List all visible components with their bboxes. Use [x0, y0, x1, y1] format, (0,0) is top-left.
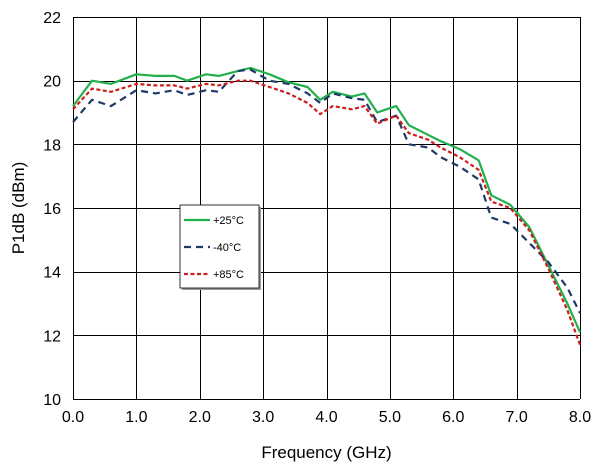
y-tick-label: 20 — [43, 74, 61, 91]
y-tick-label: 22 — [43, 10, 61, 27]
series-line-3 — [72, 79, 582, 346]
x-tick-label: 6.0 — [442, 409, 464, 426]
x-tick-label: 8.0 — [569, 409, 591, 426]
y-tick-label: 10 — [43, 392, 61, 409]
y-tick-label: 16 — [43, 201, 61, 218]
x-axis-title: Frequency (GHz) — [261, 443, 391, 462]
legend-label: +85°C — [213, 269, 244, 281]
y-tick-label: 18 — [43, 137, 61, 154]
legend-label: -40°C — [213, 242, 241, 254]
y-tick-label: 14 — [43, 265, 61, 282]
y-axis-title: P1dB (dBm) — [9, 162, 28, 255]
series-line-1 — [72, 66, 582, 333]
series-line-2 — [72, 68, 581, 314]
x-tick-label: 3.0 — [252, 409, 274, 426]
grid — [73, 17, 581, 400]
x-tick-label: 7.0 — [506, 409, 528, 426]
x-tick-label: 0.0 — [62, 409, 84, 426]
x-tick-label: 4.0 — [315, 409, 337, 426]
legend: +25°C -40°C +85°C — [179, 204, 261, 290]
legend-label: +25°C — [213, 215, 244, 227]
series-lines — [72, 66, 582, 346]
tick-labels: 0.0 1.0 2.0 3.0 4.0 5.0 6.0 7.0 8.0 10 12 14 16 18 20 2… — [43, 10, 591, 426]
y-tick-label: 12 — [43, 328, 61, 345]
x-tick-label: 2.0 — [189, 409, 211, 426]
x-tick-label: 5.0 — [379, 409, 401, 426]
x-tick-label: 1.0 — [125, 409, 147, 426]
